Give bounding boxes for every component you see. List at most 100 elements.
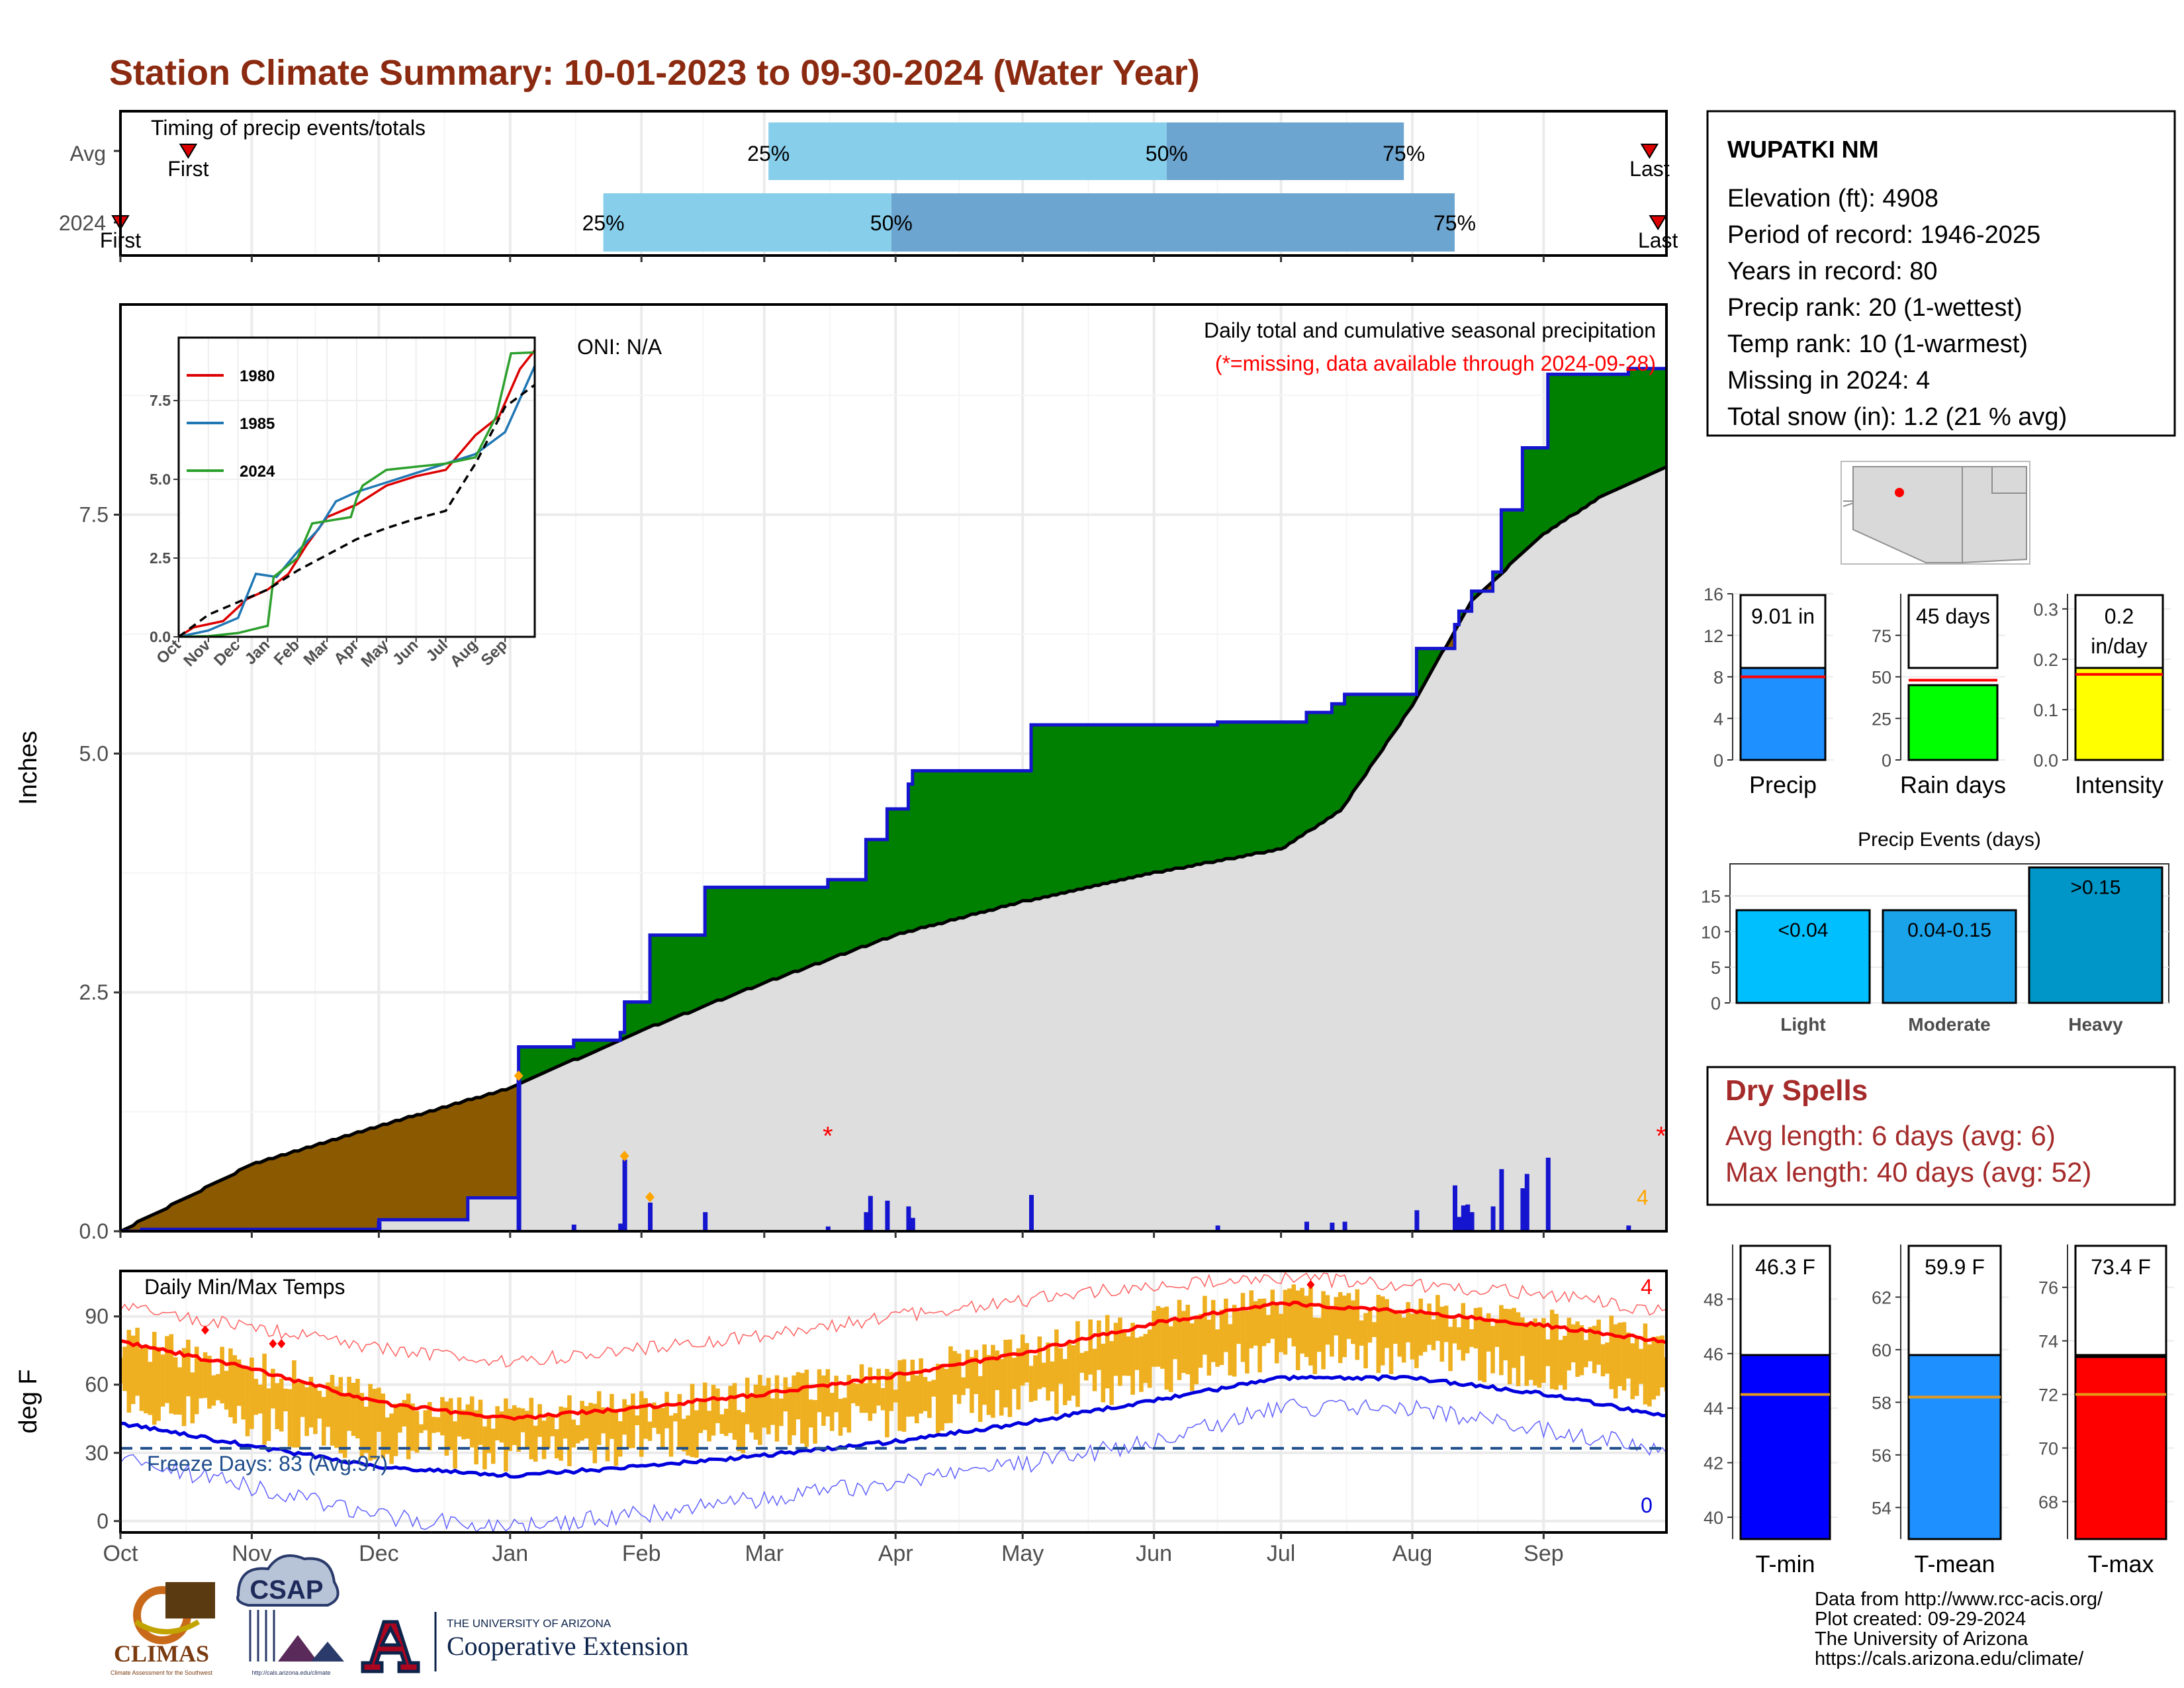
daily-precip-bar [1469,1212,1475,1231]
timing-bar-25-50 [603,193,891,252]
daily-temp-bar [1316,1317,1322,1352]
credit-line: The University of Arizona [1815,1628,2028,1650]
precip-panel: * * 0.0 2.5 5.0 7.5 Inches ONI: N/A Daily to… [15,303,1668,1243]
daily-temp-bar [1528,1323,1533,1380]
daily-temp-bar [165,1336,169,1403]
daily-temp-bar [1330,1307,1334,1357]
daily-temp-bar [758,1375,762,1445]
daily-temp-bar [245,1368,250,1436]
daily-temp-bar [1427,1303,1432,1345]
daily-temp-bar [414,1411,420,1453]
daily-precip-bar [825,1226,831,1231]
daily-temp-bar [1372,1322,1377,1337]
month-tick-label: Jun [1136,1541,1172,1566]
daily-temp-bar [829,1393,835,1431]
timing-bar-50-75 [891,193,1455,252]
record-min-line [120,1398,1666,1532]
dry-spells-box: Dry Spells Avg length: 6 days (avg: 6) M… [1706,1066,2176,1206]
daily-temp-bar [842,1397,847,1428]
daily-temp-bar [1617,1322,1622,1386]
dry-spells-title: Dry Spells [1725,1074,1868,1107]
precip-events-category: Heavy [2068,1014,2123,1035]
daily-temp-bar [1473,1307,1479,1349]
intensity-value-unit: in/day [2091,634,2147,658]
daily-temp-bar [486,1417,492,1454]
dry-spells-max: Max length: 40 days (avg: 52) [1725,1156,2091,1188]
temp-ytick-label: 30 [85,1441,109,1465]
daily-temp-bar [1164,1306,1169,1390]
ua-logo: THE UNIVERSITY OF ARIZONA Cooperative Ex… [361,1612,688,1673]
t-min-ytick-label: 44 [1704,1399,1723,1419]
month-tick-label: Oct [103,1541,138,1566]
intensity-ytick-label: 0.0 [2033,751,2058,771]
daily-temp-bar [419,1424,424,1433]
daily-temp-bar [224,1370,229,1410]
daily-temp-bar [1545,1339,1551,1366]
inset-line-1985 [179,365,535,637]
daily-temp-bar [660,1407,665,1450]
daily-temp-bar [813,1399,817,1444]
daily-temp-bar [381,1393,386,1458]
daily-temp-bar [639,1391,644,1457]
precip-ytick-label: 0.0 [79,1219,109,1243]
daily-temp-bar [516,1407,521,1452]
month-tick-label: Nov [232,1541,271,1566]
precip-events-bar [1735,909,1871,1004]
daily-temp-bar [499,1411,504,1443]
temp-panel: 0 30 60 90 Daily Min/Max Temps Freeze Days:… [15,256,1668,1566]
daily-temp-bar [1109,1340,1114,1405]
daily-temp-bar [313,1386,318,1434]
daily-temp-bar [495,1406,500,1440]
daily-temp-bar [330,1375,335,1446]
daily-temp-bar [850,1383,856,1403]
daily-temp-bar [728,1385,733,1433]
daily-temp-bar [1325,1295,1330,1345]
daily-temp-bar [1410,1313,1415,1360]
daily-temp-bar [1261,1298,1267,1346]
daily-temp-bar [919,1358,923,1414]
daily-temp-bar [762,1385,767,1428]
daily-temp-bar [347,1376,351,1431]
t-mean-value-label: 59.9 F [1925,1255,1985,1279]
temp-ytick-label: 0 [97,1509,109,1533]
daily-temp-bar [177,1367,182,1415]
daily-temp-bar [308,1376,314,1428]
climas-tagline: Climate Assessment for the Southwest [111,1669,213,1676]
daily-temp-bar [1630,1343,1635,1399]
daily-precip-bar [1524,1174,1529,1231]
precip-value-label: 9.01 in [1751,604,1815,628]
daily-temp-bar [1537,1326,1542,1388]
daily-temp-bar [1570,1324,1576,1363]
intensity-title: Intensity [2075,771,2163,798]
inset-ytick-label: 2.5 [150,549,171,567]
daily-temp-bar [1300,1288,1304,1354]
daily-temp-bar [584,1406,589,1439]
daily-temp-bar [1283,1289,1288,1355]
daily-precip-bar [1330,1223,1335,1231]
daily-temp-bar [203,1352,208,1398]
daily-temp-bar [296,1382,301,1448]
daily-temp-bar [152,1331,157,1425]
daily-temp-bar [596,1391,602,1445]
daily-temp-bar [1101,1343,1106,1403]
month-tick-label: Jul [1267,1541,1295,1566]
daily-temp-bar [1563,1335,1567,1390]
daily-temp-bar [1062,1359,1068,1405]
chart-title: Station Climate Summary: 10-01-2023 to 0… [109,53,1200,93]
daily-temp-bar [622,1399,627,1435]
precip-ytick-label: 16 [1704,585,1723,604]
daily-temp-bar [317,1391,322,1419]
daily-temp-bar [838,1399,843,1436]
daily-temp-bar [923,1377,928,1411]
daily-temp-bar [398,1405,402,1433]
daily-temp-bar [1046,1342,1050,1401]
daily-temp-bar [1181,1311,1186,1374]
precip-ytick-label: 8 [1713,668,1723,688]
daily-temp-bar [719,1414,725,1434]
daily-temp-bar [520,1408,525,1432]
daily-temp-bar [1126,1336,1131,1376]
daily-temp-bar [279,1378,284,1432]
daily-temp-bar [944,1368,949,1424]
daily-temp-bar [817,1369,822,1413]
